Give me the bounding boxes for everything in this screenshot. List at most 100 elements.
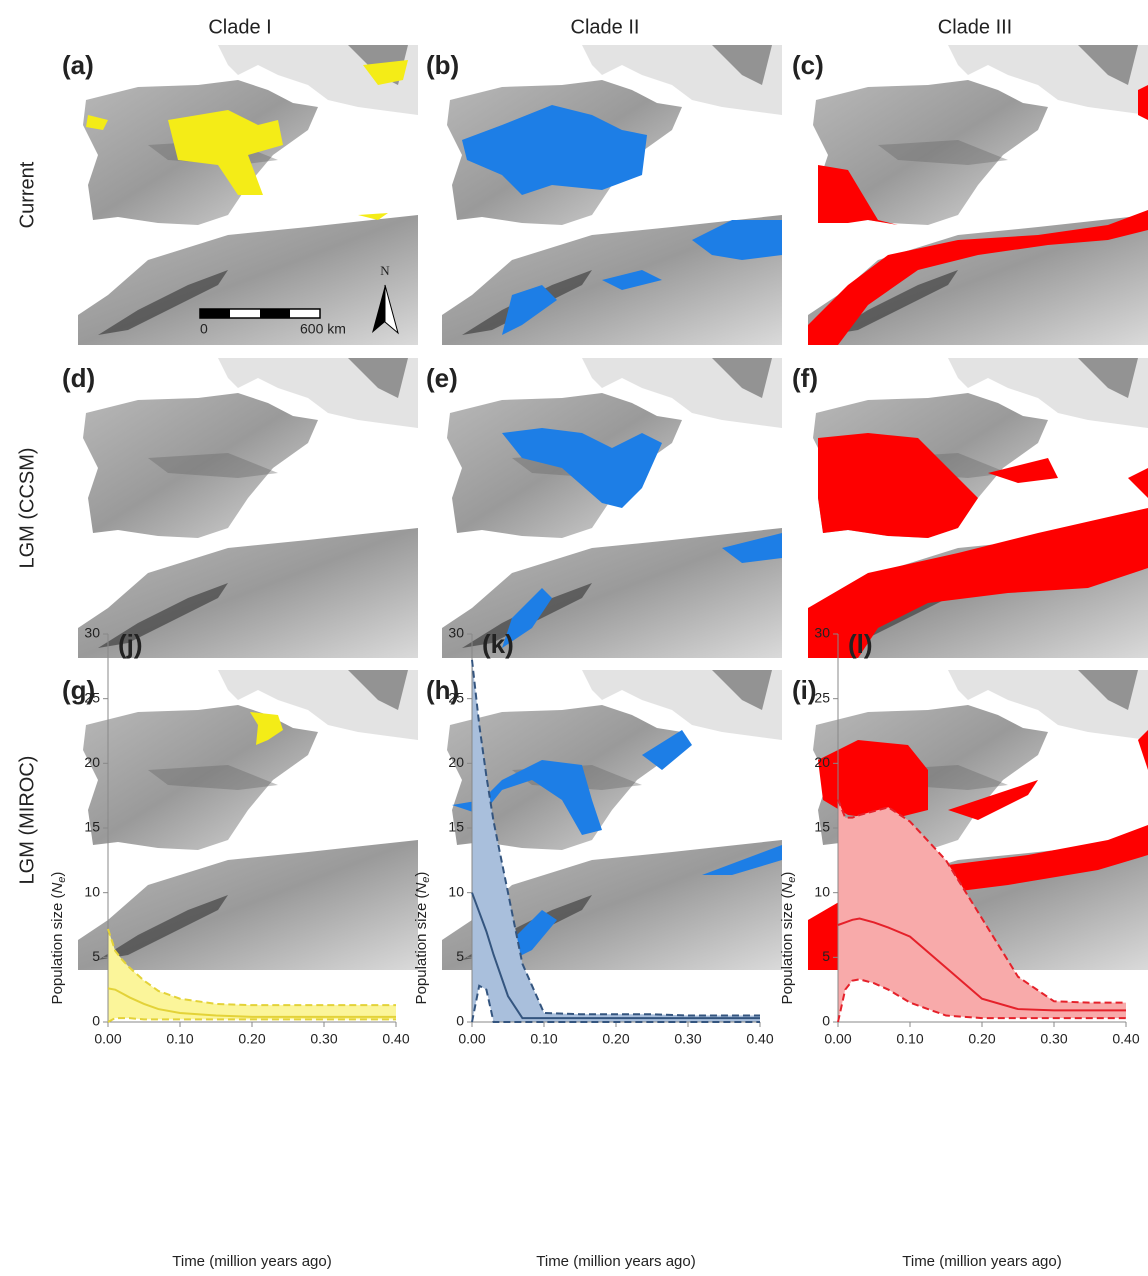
suitable-area [602, 270, 662, 290]
suitable-area [948, 780, 1038, 820]
y-axis-label: Population size (Ne) [413, 872, 432, 1005]
y-tick-label: 30 [84, 625, 100, 641]
suitable-area [818, 165, 898, 225]
y-tick-label: 0 [456, 1013, 464, 1029]
y-tick-label: 25 [814, 689, 830, 705]
y-axis-label-part: e [420, 877, 432, 883]
y-tick-label: 25 [448, 689, 464, 705]
panel-label: (g) [62, 675, 95, 705]
x-tick-label: 0.00 [94, 1031, 121, 1047]
map-panel [808, 670, 1148, 970]
maps [78, 45, 1148, 970]
x-tick-label: 0.40 [382, 1031, 409, 1047]
y-axis-label-part: N [779, 883, 796, 894]
scale-label: 0 [200, 321, 208, 337]
bound-line [837, 799, 1126, 1004]
y-tick-label: 30 [814, 625, 830, 641]
y-tick-label: 5 [822, 948, 830, 964]
column-header: Clade III [938, 16, 1012, 38]
map-panel [78, 670, 418, 970]
row-label: LGM (CCSM) [16, 447, 38, 568]
map-panel [78, 358, 418, 658]
map-panel [442, 45, 782, 345]
chart: 0 5 10 15 20 25 30 0.00 0.10 0.20 0.30 0.40 (j) Time … [49, 625, 410, 1270]
y-axis-label-part: e [786, 877, 798, 883]
bound-line [471, 659, 760, 1017]
confidence-band [472, 659, 760, 1022]
suitable-area [808, 825, 1148, 970]
x-tick-label: 0.20 [238, 1031, 265, 1047]
suitable-area [363, 60, 408, 85]
y-tick-label: 15 [814, 819, 830, 835]
suitable-area [86, 115, 108, 130]
suitable-area [818, 740, 928, 820]
bound-line [471, 984, 760, 1023]
panel-label: (e) [426, 363, 458, 393]
suitable-area [1138, 730, 1148, 770]
y-tick-label: 10 [448, 883, 464, 899]
suitable-area [168, 110, 283, 195]
suitable-area [692, 220, 782, 260]
y-axis-label-part: ) [779, 872, 796, 877]
x-axis-label: Time (million years ago) [172, 1253, 332, 1270]
x-axis-label: Time (million years ago) [902, 1253, 1062, 1270]
y-axis-label-part: ) [49, 872, 66, 877]
chart-title: (j) [118, 629, 143, 659]
suitable-area [642, 730, 692, 770]
chart: 0 5 10 15 20 25 30 0.00 0.10 0.20 0.30 0.40 (l) Time … [779, 625, 1140, 1270]
x-tick-label: 0.30 [1040, 1031, 1067, 1047]
panel-label: (f) [792, 363, 818, 393]
y-tick-label: 20 [448, 754, 464, 770]
y-tick-label: 5 [92, 948, 100, 964]
panel-label: (i) [792, 675, 817, 705]
suitable-area [502, 588, 552, 648]
y-tick-label: 30 [448, 625, 464, 641]
basemap [78, 670, 418, 970]
suitable-area [502, 285, 557, 335]
bound-line [107, 928, 396, 1007]
chart-title: (k) [482, 629, 514, 659]
y-axis-label-part: N [413, 883, 430, 894]
x-tick-label: 0.30 [310, 1031, 337, 1047]
row-label: LGM (MIROC) [16, 756, 38, 885]
median-line [471, 892, 760, 1020]
y-tick-label: 20 [814, 754, 830, 770]
y-axis-label-part: e [56, 877, 68, 883]
basemap [78, 358, 418, 658]
suitable-area [462, 105, 647, 195]
y-axis-label: Population size (Ne) [49, 872, 68, 1005]
map-panel [442, 358, 782, 658]
y-axis-label-part: Population size ( [49, 894, 66, 1005]
x-tick-label: 0.10 [530, 1031, 557, 1047]
x-tick-label: 0.00 [824, 1031, 851, 1047]
y-axis-label-part: ) [413, 872, 430, 877]
x-axis-label: Time (million years ago) [536, 1253, 696, 1270]
scale-label: 600 km [300, 321, 346, 337]
y-axis-label: Population size (Ne) [779, 872, 798, 1005]
y-tick-label: 20 [84, 754, 100, 770]
panel-label: (b) [426, 50, 459, 80]
x-tick-label: 0.20 [968, 1031, 995, 1047]
panel-label: (a) [62, 50, 94, 80]
y-axis-label-part: N [49, 883, 66, 894]
bound-line [837, 978, 1126, 1023]
y-axis-label-part: Population size ( [779, 894, 796, 1005]
map-panel [808, 45, 1148, 345]
basemap [442, 45, 782, 345]
map-panel [78, 45, 418, 345]
scale-bar: 0 600 km N [199, 263, 399, 337]
x-tick-label: 0.30 [674, 1031, 701, 1047]
y-tick-label: 5 [456, 948, 464, 964]
panel-label: (d) [62, 363, 95, 393]
x-tick-label: 0.40 [1112, 1031, 1139, 1047]
suitable-area [1128, 468, 1148, 498]
y-axis-label-part: Population size ( [413, 894, 430, 1005]
y-tick-label: 0 [822, 1013, 830, 1029]
chart: 0 5 10 15 20 25 30 0.00 0.10 0.20 0.30 0.40 (k) Time … [413, 625, 774, 1270]
y-tick-label: 0 [92, 1013, 100, 1029]
y-tick-label: 15 [84, 819, 100, 835]
bound-line [107, 1017, 396, 1023]
suitable-area [988, 458, 1058, 483]
suitable-area [818, 433, 978, 538]
x-tick-label: 0.00 [458, 1031, 485, 1047]
